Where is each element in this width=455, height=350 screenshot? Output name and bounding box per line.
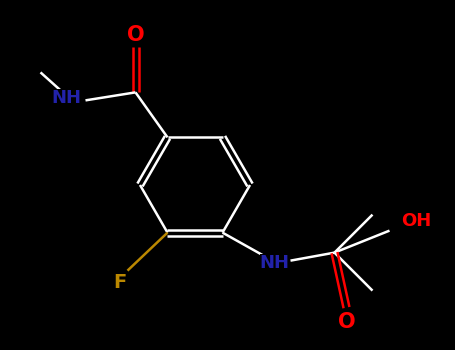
Text: NH: NH — [51, 89, 81, 107]
Text: O: O — [126, 25, 144, 46]
Text: OH: OH — [401, 212, 432, 230]
Text: NH: NH — [259, 254, 289, 272]
Text: F: F — [113, 273, 126, 292]
Text: O: O — [338, 312, 355, 332]
